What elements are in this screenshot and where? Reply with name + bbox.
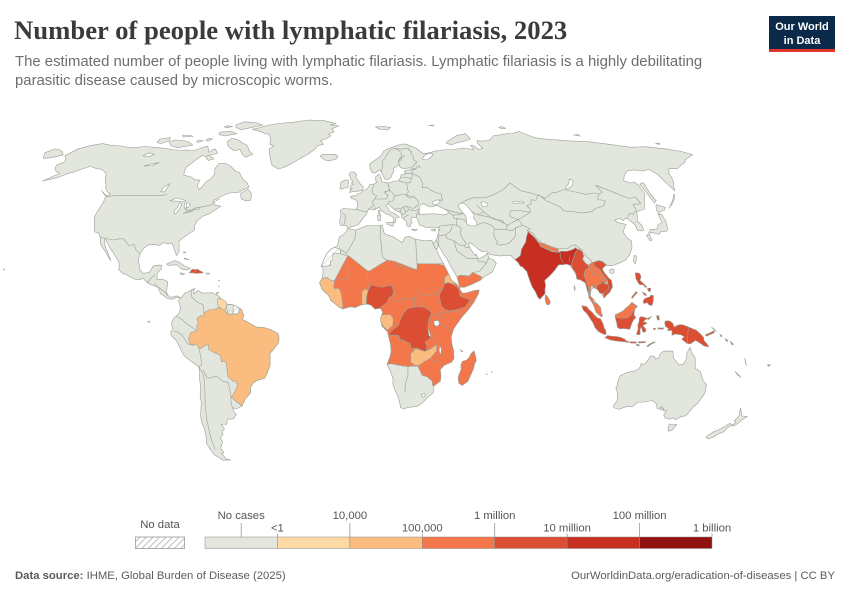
svg-text:100,000: 100,000 (402, 523, 443, 535)
svg-text:No data: No data (140, 519, 180, 531)
svg-text:10,000: 10,000 (333, 510, 368, 522)
svg-text:No cases: No cases (218, 510, 265, 522)
svg-text:1 billion: 1 billion (693, 523, 731, 535)
svg-text:1 million: 1 million (474, 510, 515, 522)
svg-text:100 million: 100 million (613, 510, 667, 522)
svg-text:10 million: 10 million (543, 523, 591, 535)
svg-text:<1: <1 (271, 523, 284, 535)
